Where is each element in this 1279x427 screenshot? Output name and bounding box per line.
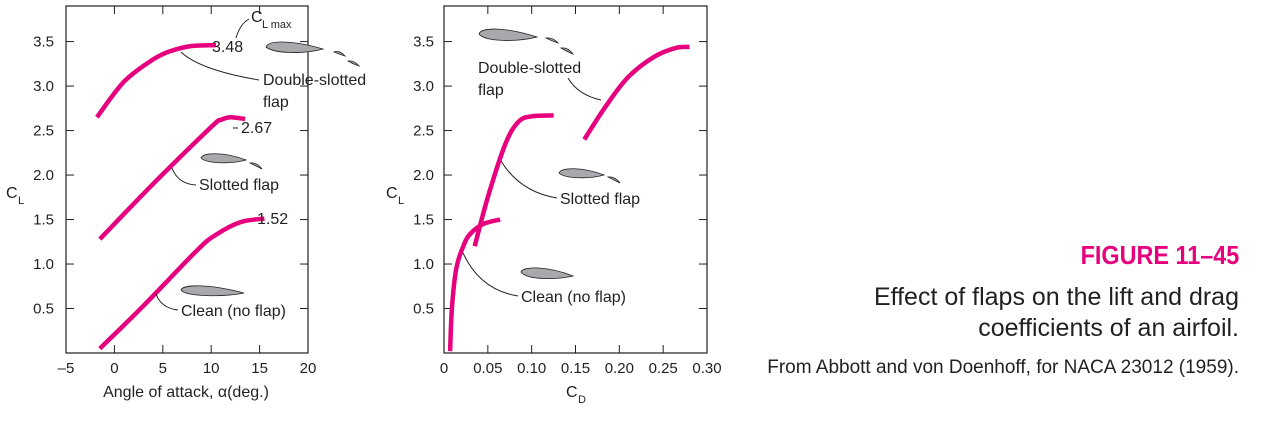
annotation-double-slotted-line1: Double-slotted: [478, 60, 581, 77]
annotation-double-slotted-line2: flap: [263, 94, 289, 111]
y-axis-label-sub: L: [18, 195, 24, 207]
leader-double-slotted: [180, 51, 260, 81]
y-tick-label: 2.0: [413, 167, 434, 184]
airfoil-icon-double-slotted: [265, 41, 361, 67]
x-tick-label: 0.30: [692, 360, 721, 377]
y-tick-label: 1.0: [33, 256, 54, 273]
y-axis-label-main: C: [6, 185, 18, 202]
x-tick-label: –5: [58, 360, 75, 377]
figure-source: From Abbott and von Doenhoff, for NACA 2…: [767, 357, 1239, 378]
airfoil-icon-slotted: [558, 168, 621, 184]
x-tick-label: 0: [440, 360, 448, 377]
leader-clmax: [235, 18, 250, 39]
y-tick-label: 3.0: [33, 78, 54, 95]
x-tick-label: 5: [159, 360, 167, 377]
y-axis-label-sub: L: [398, 195, 404, 207]
x-tick-label: 10: [203, 360, 220, 377]
y-tick-label: 2.0: [33, 167, 54, 184]
airfoil-icon-double-slotted: [478, 28, 575, 55]
x-tick-label: 0: [110, 360, 118, 377]
y-tick-label: 0.5: [33, 301, 54, 318]
max-label-double-slotted: 3.48: [212, 39, 243, 56]
curve-clean-no-flap: [98, 216, 265, 351]
y-tick-labels: 0.5 1.0 1.5 2.0 2.5 3.0 3.5: [413, 34, 434, 318]
y-tick-label: 3.0: [413, 78, 434, 95]
leader-slotted: [500, 160, 558, 199]
y-tick-label: 2.5: [33, 123, 54, 140]
annotation-slotted-flap: Slotted flap: [560, 191, 640, 208]
figure-title: Effect of flaps on the lift and drag coe…: [873, 283, 1239, 342]
leader-double-slotted: [567, 77, 602, 101]
curve-slotted-flap: [98, 114, 246, 241]
curve-double-slotted-flap: [95, 42, 217, 119]
airfoil-icon-slotted: [200, 153, 263, 170]
y-tick-label: 1.5: [413, 212, 434, 229]
clmax-label-main: C: [251, 9, 263, 26]
x-axis-label-main: C: [566, 384, 578, 401]
x-tick-label: 0.20: [605, 360, 634, 377]
x-tick-label: 0.15: [561, 360, 590, 377]
curve-double-slotted-flap: [582, 44, 690, 141]
y-tick-label: 1.0: [413, 256, 434, 273]
clmax-label-sub: L max: [262, 19, 292, 31]
leader-clean: [155, 293, 179, 311]
annotation-double-slotted-line1: Double-slotted: [263, 72, 366, 89]
figure-number: FIGURE 11–45: [1080, 240, 1239, 270]
max-label-clean: 1.52: [257, 211, 288, 228]
max-label-slotted: 2.67: [241, 120, 272, 137]
lift-vs-drag-chart: 0 0.05 0.10 0.15 0.20 0.25 0.30 0.5 1.0 1.5 2.0 2.…: [386, 5, 722, 406]
y-axis-label-main: C: [386, 185, 398, 202]
x-tick-label: 0.05: [473, 360, 502, 377]
x-axis-label: Angle of attack, α(deg.): [103, 384, 269, 401]
x-tick-labels: –5 0 5 10 15 20: [58, 360, 317, 377]
y-tick-label: 3.5: [413, 34, 434, 51]
curve-slotted-flap: [472, 113, 554, 247]
annotation-clean: Clean (no flap): [181, 303, 286, 320]
annotation-slotted-flap: Slotted flap: [199, 177, 279, 194]
y-tick-label: 0.5: [413, 301, 434, 318]
x-tick-label: 0.25: [649, 360, 678, 377]
x-tick-label: 20: [300, 360, 317, 377]
curve-clean-no-flap: [447, 217, 501, 352]
annotation-clean: Clean (no flap): [521, 289, 626, 306]
y-tick-label: 3.5: [33, 34, 54, 51]
axis-ticks: [65, 6, 309, 353]
airfoil-icon-clean: [520, 267, 575, 280]
y-tick-label: 2.5: [413, 123, 434, 140]
axis-ticks: [443, 6, 708, 353]
y-tick-labels: 0.5 1.0 1.5 2.0 2.5 3.0 3.5: [33, 34, 54, 318]
curves: [95, 42, 265, 351]
plot-frame: [65, 5, 309, 354]
leader-slotted: [171, 167, 197, 186]
x-axis-label-sub: D: [578, 394, 586, 406]
leader-clean: [462, 252, 519, 297]
annotation-double-slotted-line2: flap: [478, 82, 504, 99]
lift-vs-angle-chart: –5 0 5 10 15 20 0.5 1.0 1.5 2.0 2.5 3.0 3.5 C L Ang…: [6, 5, 366, 401]
airfoil-icon-clean: [180, 285, 245, 297]
y-tick-label: 1.5: [33, 212, 54, 229]
curves: [447, 44, 690, 352]
x-tick-label: 15: [251, 360, 268, 377]
x-tick-label: 0.10: [517, 360, 546, 377]
x-tick-labels: 0 0.05 0.10 0.15 0.20 0.25 0.30: [440, 360, 722, 377]
